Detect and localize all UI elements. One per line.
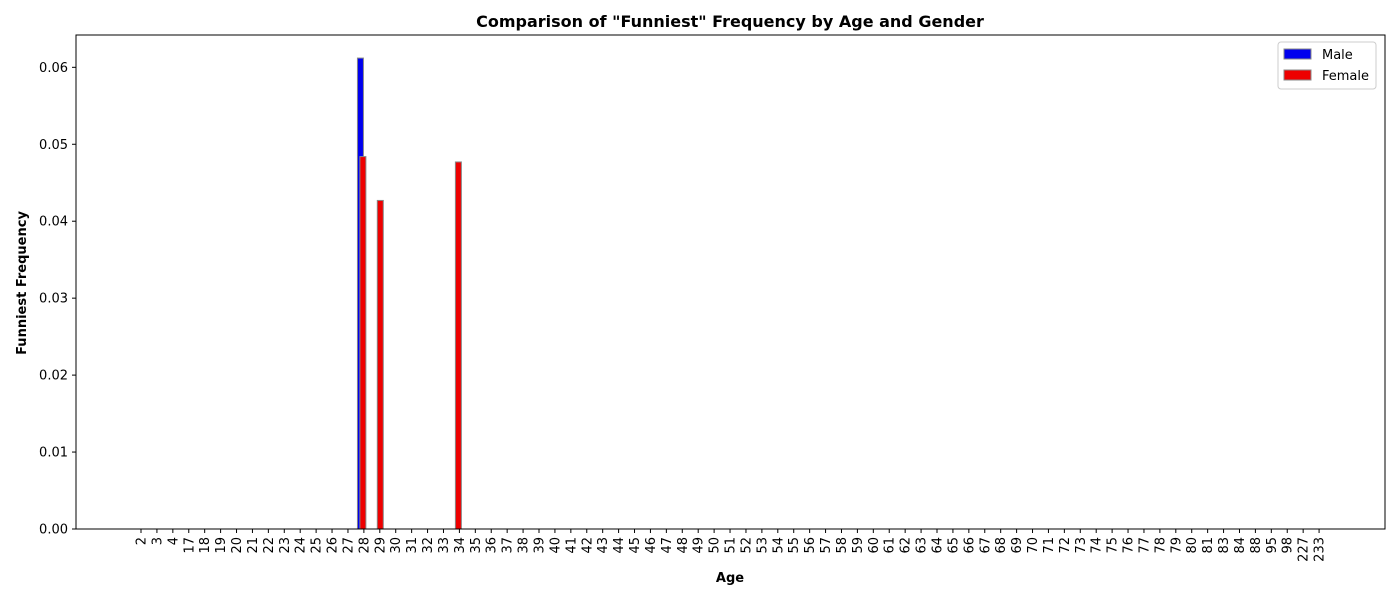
y-tick-label: 0.02 xyxy=(39,369,68,384)
legend-label: Female xyxy=(1322,69,1369,84)
x-tick-label: 32 xyxy=(421,537,436,554)
x-tick-label: 61 xyxy=(883,537,898,554)
x-tick-label: 28 xyxy=(357,537,372,554)
x-tick-label: 60 xyxy=(867,537,882,554)
x-tick-label: 21 xyxy=(246,537,261,554)
x-tick-label: 84 xyxy=(1233,537,1248,554)
x-tick-label: 24 xyxy=(294,537,309,554)
x-tick-label: 18 xyxy=(198,537,213,554)
x-tick-label: 75 xyxy=(1106,537,1121,554)
legend-label: Male xyxy=(1322,48,1353,63)
y-tick-label: 0.05 xyxy=(39,138,68,153)
x-tick-label: 62 xyxy=(899,537,914,554)
x-tick-label: 30 xyxy=(389,537,404,554)
legend-swatch xyxy=(1283,69,1312,81)
x-tick-label: 29 xyxy=(373,537,388,554)
x-tick-label: 51 xyxy=(724,537,739,554)
x-tick-label: 71 xyxy=(1042,537,1057,554)
x-tick-label: 59 xyxy=(851,537,866,554)
x-tick-label: 57 xyxy=(819,537,834,554)
y-axis-label: Funniest Frequency xyxy=(15,211,30,355)
x-tick-label: 78 xyxy=(1153,537,1168,554)
chart-title: Comparison of "Funniest" Frequency by Ag… xyxy=(476,12,984,31)
y-tick-label: 0.03 xyxy=(39,292,68,307)
x-tick-label: 35 xyxy=(469,537,484,554)
x-tick-label: 37 xyxy=(501,537,516,554)
x-tick-label: 56 xyxy=(803,537,818,554)
x-tick-label: 48 xyxy=(676,537,691,554)
x-tick-label: 69 xyxy=(1010,537,1025,554)
x-tick-label: 79 xyxy=(1169,537,1184,554)
legend-swatch xyxy=(1283,48,1312,60)
x-tick-label: 4 xyxy=(166,537,181,545)
x-tick-label: 23 xyxy=(278,537,293,554)
x-tick-label: 72 xyxy=(1058,537,1073,554)
x-tick-label: 95 xyxy=(1265,537,1280,554)
x-tick-label: 33 xyxy=(437,537,452,554)
x-tick-label: 98 xyxy=(1281,537,1296,554)
x-tick-label: 63 xyxy=(915,537,930,554)
x-tick-label: 64 xyxy=(931,537,946,554)
x-tick-label: 58 xyxy=(835,537,850,554)
x-tick-label: 42 xyxy=(580,537,595,554)
x-tick-label: 25 xyxy=(310,537,325,554)
x-tick-label: 31 xyxy=(405,537,420,554)
x-tick-label: 27 xyxy=(341,537,356,554)
x-tick-label: 20 xyxy=(230,537,245,554)
x-tick-label: 46 xyxy=(644,537,659,554)
x-tick-label: 50 xyxy=(708,537,723,554)
x-tick-label: 2 xyxy=(135,537,150,545)
y-tick-label: 0.00 xyxy=(39,523,68,538)
plot-area xyxy=(75,34,1386,530)
x-tick-label: 40 xyxy=(548,537,563,554)
x-tick-label: 55 xyxy=(787,537,802,554)
x-tick-label: 22 xyxy=(262,537,277,554)
x-tick-label: 26 xyxy=(326,537,341,554)
x-tick-label: 70 xyxy=(1026,537,1041,554)
bar-female xyxy=(359,156,367,530)
y-tick-label: 0.01 xyxy=(39,446,68,461)
x-tick-label: 74 xyxy=(1090,537,1105,554)
y-tick-label: 0.06 xyxy=(39,61,68,76)
x-tick-label: 49 xyxy=(692,537,707,554)
x-tick-label: 38 xyxy=(517,537,532,554)
x-tick-label: 65 xyxy=(946,537,961,554)
bar-female xyxy=(454,161,462,530)
x-tick-label: 77 xyxy=(1137,537,1152,554)
x-tick-label: 19 xyxy=(214,537,229,554)
y-tick-label: 0.04 xyxy=(39,215,68,230)
x-tick-label: 76 xyxy=(1122,537,1137,554)
x-tick-label: 17 xyxy=(182,537,197,554)
x-tick-label: 88 xyxy=(1249,537,1264,554)
y-axis: 0.00 0.01 0.02 0.03 0.04 0.05 0.06 xyxy=(39,61,76,538)
x-tick-label: 67 xyxy=(978,537,993,554)
x-tick-label: 73 xyxy=(1074,537,1089,554)
x-tick-label: 39 xyxy=(533,537,548,554)
x-tick-label: 52 xyxy=(739,537,754,554)
x-axis: 2 3 4 17 18 19 20 21 22 23 24 25 26 27 28 29 30 31 32 33 34 3… xyxy=(135,529,1328,562)
x-tick-label: 34 xyxy=(453,537,468,554)
x-tick-label: 53 xyxy=(755,537,770,554)
x-tick-label: 41 xyxy=(564,537,579,554)
legend: Male Female xyxy=(1277,41,1377,90)
x-axis-label: Age xyxy=(716,571,744,586)
x-tick-label: 47 xyxy=(660,537,675,554)
x-tick-label: 54 xyxy=(771,537,786,554)
x-tick-label: 45 xyxy=(628,537,643,554)
x-tick-label: 81 xyxy=(1201,537,1216,554)
x-tick-label: 227 xyxy=(1297,537,1312,562)
x-tick-label: 68 xyxy=(994,537,1009,554)
x-tick-label: 233 xyxy=(1313,537,1328,562)
x-tick-label: 44 xyxy=(612,537,627,554)
plot-frame xyxy=(75,34,1386,530)
x-tick-label: 80 xyxy=(1185,537,1200,554)
x-tick-label: 36 xyxy=(485,537,500,554)
x-tick-label: 66 xyxy=(962,537,977,554)
bar-female xyxy=(376,199,384,530)
x-tick-label: 3 xyxy=(150,537,165,545)
x-tick-label: 43 xyxy=(596,537,611,554)
x-tick-label: 83 xyxy=(1217,537,1232,554)
